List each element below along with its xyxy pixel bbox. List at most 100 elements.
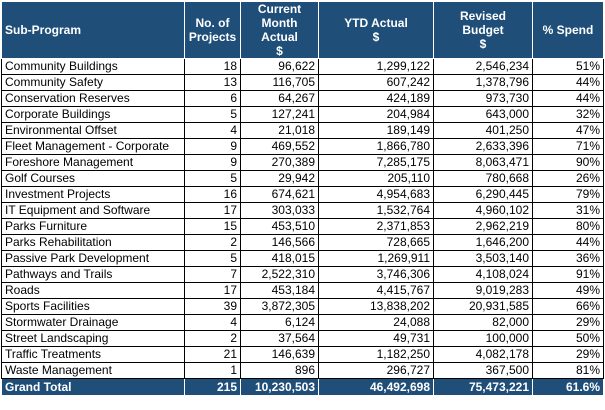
table-row: Parks Rehabilitation 2 146,566 728,665 1,646…	[1, 234, 604, 251]
grand-total-row: Grand Total 215 10,230,503 46,492,698 75…	[1, 378, 604, 396]
cell-percent: 50%	[532, 330, 604, 347]
cell-budget: 8,063,471	[433, 154, 533, 171]
header-current-month-line2: Month Actual	[261, 16, 298, 44]
cell-ytd: 204,984	[318, 106, 434, 123]
cell-projects: 1	[184, 362, 241, 379]
table-row: Community Buildings 18 96,622 1,299,122 2,54…	[1, 58, 604, 75]
cell-ytd: 13,838,202	[318, 298, 434, 315]
cell-ytd: 4,954,683	[318, 186, 434, 203]
cell-ytd: 4,415,767	[318, 282, 434, 299]
cell-budget: 3,503,140	[433, 250, 533, 267]
cell-projects: 5	[184, 170, 241, 187]
cell-sub-program: Golf Courses	[1, 170, 185, 187]
table-body: Community Buildings 18 96,622 1,299,122 2,54…	[1, 58, 604, 379]
cell-percent: 91%	[532, 266, 604, 283]
cell-sub-program: Investment Projects	[1, 186, 185, 203]
cell-ytd: 1,866,780	[318, 138, 434, 155]
header-ytd-actual: YTD Actual $	[318, 1, 434, 59]
table-row: Waste Management 1 896 296,727 367,500 81%	[1, 362, 604, 379]
cell-budget: 100,000	[433, 330, 533, 347]
cell-projects: 17	[184, 202, 241, 219]
cell-percent: 36%	[532, 250, 604, 267]
cell-projects: 39	[184, 298, 241, 315]
cell-ytd: 205,110	[318, 170, 434, 187]
cell-current-month: 6,124	[240, 314, 319, 331]
table-row: Golf Courses 5 29,942 205,110 780,668 26%	[1, 170, 604, 187]
cell-current-month: 21,018	[240, 122, 319, 139]
cell-ytd: 7,285,175	[318, 154, 434, 171]
cell-current-month: 2,522,310	[240, 266, 319, 283]
table-row: Passive Park Development 5 418,015 1,269,91…	[1, 250, 604, 267]
cell-current-month: 29,942	[240, 170, 319, 187]
cell-projects: 15	[184, 218, 241, 235]
table-row: Traffic Treatments 21 146,639 1,182,250 4,08…	[1, 346, 604, 363]
header-revised-budget-line1: Revised	[459, 9, 507, 23]
cell-sub-program: Community Buildings	[1, 58, 185, 75]
cell-ytd: 1,299,122	[318, 58, 434, 75]
table-row: Fleet Management - Corporate 9 469,552 1,86…	[1, 138, 604, 155]
cell-sub-program: Corporate Buildings	[1, 106, 185, 123]
grand-total-percent: 61.6%	[532, 378, 604, 396]
cell-percent: 44%	[532, 90, 604, 107]
header-row: Sub-Program No. of Projects Current Mont…	[1, 1, 604, 59]
cell-budget: 1,646,200	[433, 234, 533, 251]
cell-current-month: 453,184	[240, 282, 319, 299]
table-row: Stormwater Drainage 4 6,124 24,088 82,000 29%	[1, 314, 604, 331]
table-row: Corporate Buildings 5 127,241 204,984 643,00…	[1, 106, 604, 123]
cell-budget: 2,962,219	[433, 218, 533, 235]
cell-current-month: 64,267	[240, 90, 319, 107]
cell-projects: 2	[184, 330, 241, 347]
cell-current-month: 37,564	[240, 330, 319, 347]
cell-percent: 29%	[532, 346, 604, 363]
cell-current-month: 469,552	[240, 138, 319, 155]
table-row: Street Landscaping 2 37,564 49,731 100,000 50…	[1, 330, 604, 347]
cell-sub-program: Parks Rehabilitation	[1, 234, 185, 251]
cell-current-month: 146,639	[240, 346, 319, 363]
cell-ytd: 1,182,250	[318, 346, 434, 363]
cell-sub-program: Foreshore Management	[1, 154, 185, 171]
grand-total-label: Grand Total	[1, 378, 185, 396]
cell-percent: 29%	[532, 314, 604, 331]
table-row: Roads 17 453,184 4,415,767 9,019,283 49%	[1, 282, 604, 299]
header-current-month-actual: Current Month Actual $	[240, 1, 319, 59]
cell-projects: 2	[184, 234, 241, 251]
cell-sub-program: Street Landscaping	[1, 330, 185, 347]
header-no-of-projects: No. of Projects	[184, 1, 241, 59]
header-sub-program-label: Sub-Program	[5, 23, 82, 37]
cell-ytd: 1,269,911	[318, 250, 434, 267]
cell-budget: 401,250	[433, 122, 533, 139]
cell-budget: 9,019,283	[433, 282, 533, 299]
cell-sub-program: IT Equipment and Software	[1, 202, 185, 219]
cell-percent: 44%	[532, 234, 604, 251]
cell-sub-program: Roads	[1, 282, 185, 299]
cell-current-month: 303,033	[240, 202, 319, 219]
cell-budget: 6,290,445	[433, 186, 533, 203]
cell-budget: 82,000	[433, 314, 533, 331]
cell-budget: 1,378,796	[433, 74, 533, 91]
cell-ytd: 2,371,853	[318, 218, 434, 235]
cell-ytd: 607,242	[318, 74, 434, 91]
grand-total-ytd: 46,492,698	[318, 378, 434, 396]
cell-budget: 4,082,178	[433, 346, 533, 363]
header-revised-budget: Revised Budget $	[433, 1, 533, 59]
table-row: Conservation Reserves 6 64,267 424,189 973,7…	[1, 90, 604, 107]
cell-projects: 9	[184, 138, 241, 155]
header-current-month-line1: Current	[257, 2, 302, 17]
grand-total-projects: 215	[184, 378, 241, 396]
cell-percent: 90%	[532, 154, 604, 171]
cell-current-month: 96,622	[240, 58, 319, 75]
table-footer: Grand Total 215 10,230,503 46,492,698 75…	[1, 378, 604, 396]
table-row: Sports Facilities 39 3,872,305 13,838,202 20…	[1, 298, 604, 315]
grand-total-budget: 75,473,221	[433, 378, 533, 396]
header-sub-program: Sub-Program	[1, 1, 185, 59]
cell-percent: 26%	[532, 170, 604, 187]
table-row: IT Equipment and Software 17 303,033 1,532,…	[1, 202, 604, 219]
cell-budget: 367,500	[433, 362, 533, 379]
cell-ytd: 1,532,764	[318, 202, 434, 219]
cell-sub-program: Community Safety	[1, 74, 185, 91]
cell-ytd: 296,727	[318, 362, 434, 379]
cell-projects: 4	[184, 122, 241, 139]
cell-projects: 21	[184, 346, 241, 363]
cell-projects: 4	[184, 314, 241, 331]
